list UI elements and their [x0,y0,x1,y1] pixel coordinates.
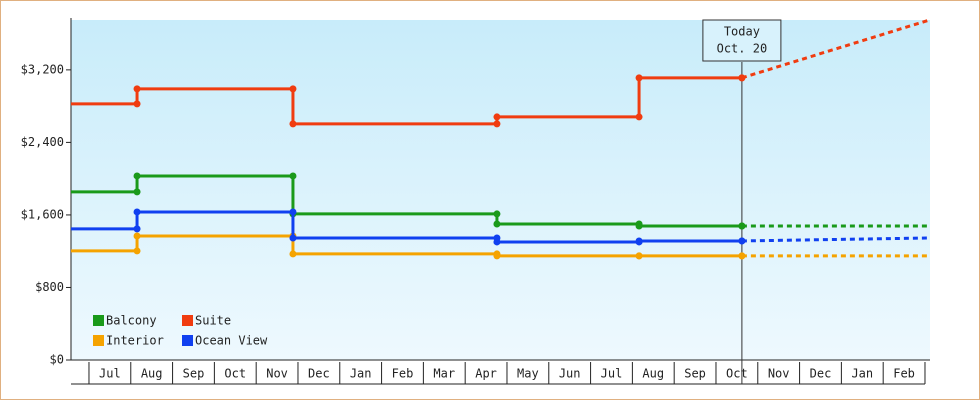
legend-swatch [93,335,104,346]
point-marker [289,120,297,128]
x-tick-label: Jul [601,367,623,381]
x-tick-label: Dec [810,367,832,381]
point-marker [738,222,746,230]
x-tick-label: Mar [433,367,455,381]
y-tick-label: $3,200 [21,62,64,76]
x-tick-label: Feb [392,367,414,381]
y-tick-label: $1,600 [21,207,64,221]
x-tick-label: Sep [684,367,706,381]
plot-area [71,20,930,360]
point-marker [738,252,746,260]
point-marker [493,113,501,121]
x-tick-label: Nov [768,367,790,381]
point-marker [133,208,141,216]
x-tick-label: Jul [99,367,121,381]
x-tick-label: Oct [224,367,246,381]
point-marker [289,250,297,258]
today-label: Today [724,25,760,39]
today-box [702,19,782,62]
today-label: Oct. 20 [717,42,768,56]
legend-label: Interior [106,334,164,348]
legend-label: Suite [195,314,231,328]
x-tick-label: Jan [851,367,873,381]
point-marker [738,237,746,245]
x-tick-label: Sep [183,367,205,381]
point-marker [493,220,501,228]
y-tick-label: $0 [50,353,64,367]
x-tick-label: May [517,367,539,381]
point-marker [738,74,746,82]
point-marker [133,172,141,180]
point-marker [635,74,643,82]
point-marker [133,232,141,240]
point-marker [493,252,501,260]
point-marker [635,252,643,260]
point-marker [493,238,501,246]
legend-swatch [182,315,193,326]
legend-label: Balcony [106,314,157,328]
x-tick-label: Jun [559,367,581,381]
point-marker [133,85,141,93]
x-tick-label: Dec [308,367,330,381]
x-tick-label: Oct [726,367,748,381]
x-tick-label: Jan [350,367,372,381]
projection-line [741,18,931,80]
x-tick-label: Aug [141,367,163,381]
legend-swatch [182,335,193,346]
projection-line [741,236,931,243]
x-tick-label: Nov [266,367,288,381]
x-tick-label: Aug [642,367,664,381]
y-tick-label: $2,400 [21,135,64,149]
point-marker [635,222,643,230]
x-tick-label: Feb [893,367,915,381]
point-marker [635,237,643,245]
y-tick-label: $800 [35,280,64,294]
legend-swatch [93,315,104,326]
legend-label: Ocean View [195,334,268,348]
point-marker [289,234,297,242]
x-tick-label: Apr [475,367,497,381]
